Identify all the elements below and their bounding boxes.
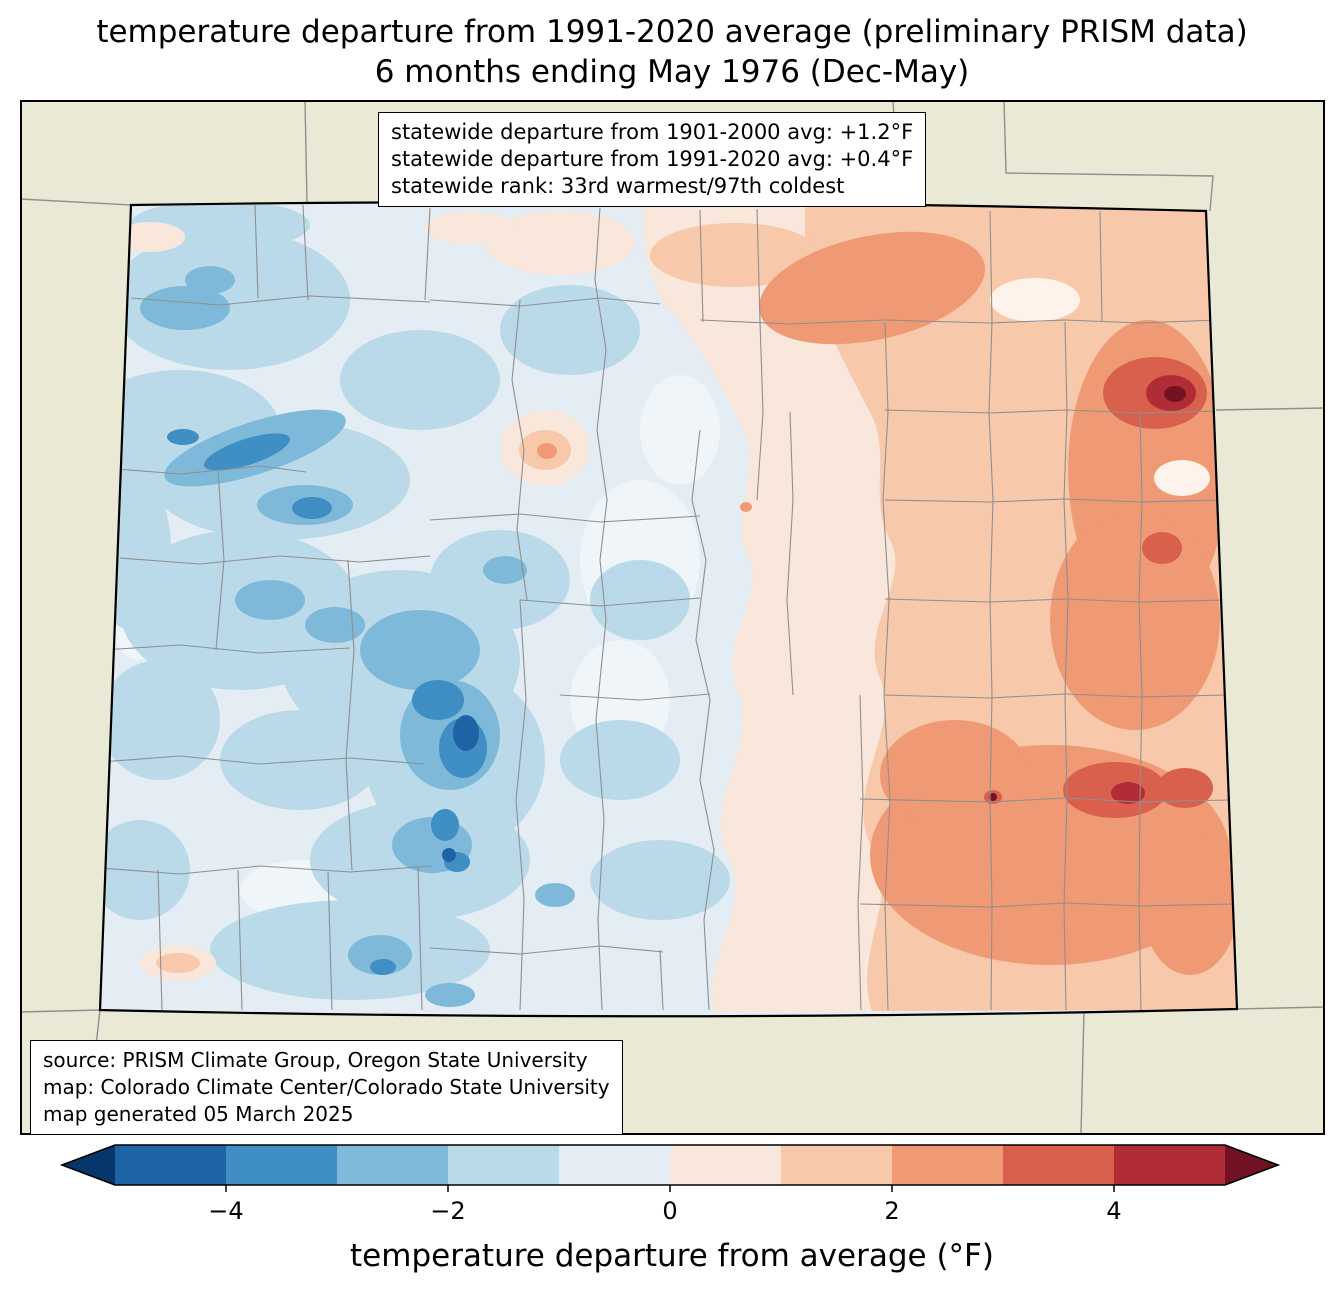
colorbar: −4 −2 0 2 4 xyxy=(59,1144,1281,1225)
colorbar-under-arrow xyxy=(62,1145,115,1185)
colorbar-segment xyxy=(892,1145,1004,1185)
colorbar-segment xyxy=(670,1145,782,1185)
stats-line-2: statewide departure from 1991-2020 avg: … xyxy=(391,147,914,171)
colorbar-segment xyxy=(1114,1145,1226,1185)
colorbar-over-arrow xyxy=(1225,1145,1278,1185)
title-line-2: 6 months ending May 1976 (Dec-May) xyxy=(374,54,970,90)
colorbar-tick-label: 0 xyxy=(662,1197,677,1225)
colorbar-tick-label: −4 xyxy=(208,1197,243,1225)
colorbar-segment xyxy=(781,1145,893,1185)
source-box: source: PRISM Climate Group, Oregon Stat… xyxy=(30,1040,623,1135)
axes-frame xyxy=(20,100,1325,1135)
colorbar-tick-label: −2 xyxy=(430,1197,465,1225)
title-line-1: temperature departure from 1991-2020 ave… xyxy=(96,14,1248,50)
chart-title: temperature departure from 1991-2020 ave… xyxy=(0,12,1344,92)
colorbar-segment xyxy=(559,1145,671,1185)
stats-box: statewide departure from 1901-2000 avg: … xyxy=(378,112,927,207)
colorbar-segment xyxy=(448,1145,560,1185)
colorbar-outline xyxy=(59,1144,1281,1186)
colorbar-segment xyxy=(226,1145,338,1185)
temperature-field xyxy=(100,202,1237,1017)
source-line-3: map generated 05 March 2025 xyxy=(43,1102,354,1126)
colorbar-segment xyxy=(1003,1145,1115,1185)
source-line-2: map: Colorado Climate Center/Colorado St… xyxy=(43,1075,610,1099)
colorbar-axis-label: temperature departure from average (°F) xyxy=(350,1238,994,1274)
colorbar-segment xyxy=(337,1145,449,1185)
colorbar-segment xyxy=(115,1145,227,1185)
source-line-1: source: PRISM Climate Group, Oregon Stat… xyxy=(43,1048,588,1072)
colorbar-tick-label: 2 xyxy=(884,1197,899,1225)
colorbar-tick-label: 4 xyxy=(1106,1197,1121,1225)
stats-line-1: statewide departure from 1901-2000 avg: … xyxy=(391,120,914,144)
map-canvas xyxy=(20,100,1325,1135)
stats-line-3: statewide rank: 33rd warmest/97th coldes… xyxy=(391,174,845,198)
county-lines xyxy=(100,204,1233,1011)
